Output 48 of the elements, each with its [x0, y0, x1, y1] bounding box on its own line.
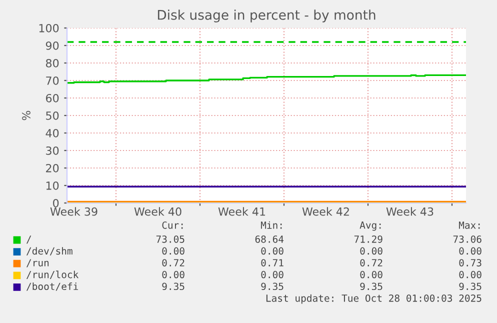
text: 9.35: [162, 282, 184, 290]
y-tick-label: 80: [46, 58, 59, 68]
text: 0.00: [459, 247, 482, 255]
text: 0.00: [261, 270, 284, 278]
y-tick-label: 50: [46, 111, 59, 120]
text: 73.05: [156, 235, 184, 243]
y-tick-label: 40: [46, 128, 59, 138]
x-tick-label: Week 39: [50, 207, 98, 216]
text: 0.72: [360, 259, 382, 266]
text: 68.64: [255, 235, 284, 243]
y-tick-label: 30: [46, 146, 59, 155]
x-tick-label: Week 41: [218, 207, 266, 216]
legend-label: /: [26, 236, 32, 244]
y-tick-label: 100: [39, 24, 59, 32]
legend-label: /boot/efi: [26, 282, 78, 291]
y-tick-label: 60: [46, 94, 59, 102]
legend-label: /run: [26, 259, 49, 268]
text: 0.00: [459, 270, 482, 278]
text: Max:: [458, 222, 480, 229]
text: 9.35: [360, 282, 382, 290]
text: Last update: Tue Oct 28 01:00:03 2025: [266, 294, 482, 304]
legend-label: /dev/shm: [26, 247, 72, 256]
x-tick-label: Week 42: [302, 207, 349, 216]
x-tick-label: Week 40: [134, 207, 182, 216]
text: 73.06: [453, 235, 482, 243]
text: Cur:: [162, 221, 183, 229]
text: 9.35: [459, 282, 482, 290]
y-tick-label: 70: [46, 76, 59, 85]
chart-title: Disk usage in percent - by month: [158, 10, 376, 22]
legend-label: /run/lock: [26, 270, 79, 280]
text: 0.73: [459, 259, 482, 266]
y-axis-title: %: [22, 110, 30, 120]
text: 0.00: [360, 270, 382, 278]
text: Min:: [260, 221, 282, 229]
y-tick-label: 10: [46, 181, 59, 190]
text: 9.35: [261, 282, 284, 290]
text: Avg:: [360, 222, 381, 231]
text: 71.29: [354, 235, 382, 243]
y-tick-label: 0: [53, 198, 59, 208]
text: 0.72: [162, 259, 184, 266]
text: 0.71: [261, 259, 284, 266]
text: 0.00: [360, 247, 382, 255]
text: 0.00: [162, 247, 184, 255]
text: 0.00: [162, 270, 184, 278]
text: 0.00: [261, 247, 284, 255]
y-tick-label: 90: [46, 41, 59, 50]
x-tick-label: Week 43: [386, 207, 434, 216]
y-tick-label: 20: [46, 164, 59, 172]
